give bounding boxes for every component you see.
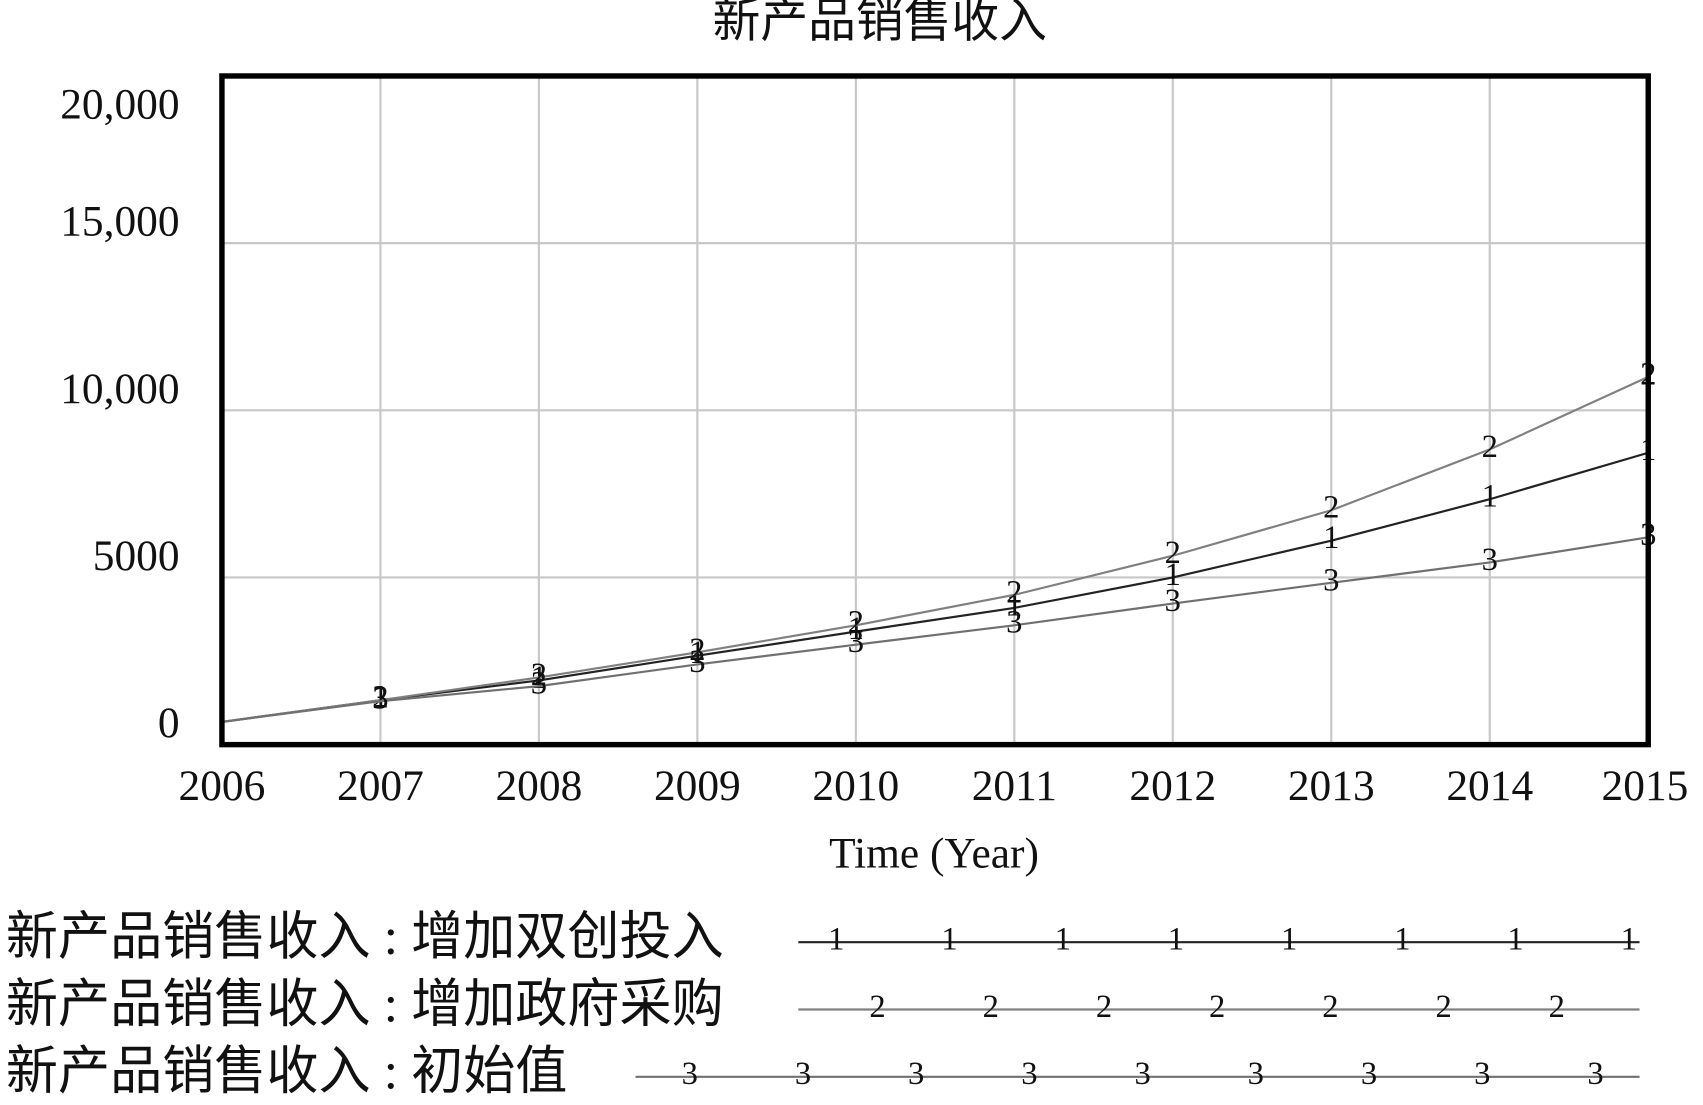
legend-marker: 3 <box>795 1056 811 1092</box>
series-marker: 2 <box>372 680 388 716</box>
series-marker: 2 <box>1323 490 1339 526</box>
x-axis-label: Time (Year) <box>829 829 1039 877</box>
y-tick-label: 0 <box>158 699 180 747</box>
y-tick-label: 15,000 <box>60 198 179 246</box>
series-marker: 1 <box>1482 479 1498 515</box>
series-marker: 3 <box>1165 583 1181 619</box>
x-tick-label: 2006 <box>179 762 266 810</box>
series-line <box>221 375 1649 723</box>
legend-marker: 2 <box>869 989 885 1025</box>
series-marker: 3 <box>848 624 864 660</box>
series-marker: 1 <box>1323 520 1339 556</box>
legend-marker: 1 <box>941 922 957 958</box>
series-marker: 1 <box>1165 557 1181 593</box>
x-tick-label: 2007 <box>337 762 424 810</box>
legend-marker: 2 <box>1435 989 1451 1025</box>
series-line <box>221 536 1649 723</box>
series-marker: 2 <box>689 632 705 668</box>
legend-marker: 1 <box>1168 922 1184 958</box>
y-tick-label: 5000 <box>93 532 180 580</box>
series-line <box>221 451 1649 723</box>
legend-marker: 1 <box>1507 922 1523 958</box>
legend-marker: 2 <box>1322 989 1338 1025</box>
x-tick-label: 2014 <box>1446 762 1533 810</box>
series-marker: 1 <box>848 611 864 647</box>
legend-marker: 2 <box>1209 989 1225 1025</box>
legend-marker: 3 <box>1587 1056 1603 1092</box>
legend-marker: 2 <box>1549 989 1565 1025</box>
series-marker: 3 <box>1482 542 1498 578</box>
x-tick-label: 2011 <box>972 762 1057 810</box>
legend-marker: 1 <box>828 922 844 958</box>
x-tick-label: 2009 <box>654 762 741 810</box>
legend-marker: 3 <box>1474 1056 1490 1092</box>
legend-label: 新产品销售收入 : 增加双创投入 <box>6 909 724 966</box>
series-marker: 3 <box>372 681 388 717</box>
legend-marker: 3 <box>682 1056 698 1092</box>
legend-marker: 2 <box>1096 989 1112 1025</box>
legend-label: 新产品销售收入 : 初始值 <box>6 1044 567 1101</box>
series-marker: 2 <box>1482 429 1498 465</box>
legend-label: 新产品销售收入 : 增加政府采购 <box>6 976 724 1033</box>
legend-marker: 1 <box>1394 922 1410 958</box>
legend-marker: 1 <box>1281 922 1297 958</box>
x-tick-label: 2012 <box>1129 762 1216 810</box>
legend-marker: 2 <box>983 989 999 1025</box>
legend-marker: 3 <box>908 1056 924 1092</box>
series-marker: 3 <box>689 644 705 680</box>
legend-marker: 3 <box>1361 1056 1377 1092</box>
series-marker: 2 <box>1165 535 1181 571</box>
series-marker: 2 <box>531 657 547 693</box>
y-tick-label: 10,000 <box>60 365 179 413</box>
legend-marker: 3 <box>1021 1056 1037 1092</box>
series-marker: 2 <box>848 605 864 641</box>
legend-marker: 1 <box>1055 922 1071 958</box>
x-tick-label: 2015 <box>1602 762 1689 810</box>
series-marker: 1 <box>372 680 388 716</box>
series-marker: 2 <box>1006 574 1022 610</box>
legend-marker: 1 <box>1621 922 1637 958</box>
plot-frame <box>219 73 1651 748</box>
series-marker: 3 <box>1323 562 1339 598</box>
series-marker: 3 <box>531 666 547 702</box>
x-tick-label: 2013 <box>1288 762 1375 810</box>
chart-title: 新产品销售收入 <box>713 0 1047 48</box>
legend-marker: 3 <box>1248 1056 1264 1092</box>
x-tick-label: 2008 <box>495 762 582 810</box>
series-marker: 3 <box>1006 605 1022 641</box>
y-tick-label: 20,000 <box>60 81 179 129</box>
legend-marker: 3 <box>1134 1056 1150 1092</box>
x-tick-label: 2010 <box>812 762 899 810</box>
